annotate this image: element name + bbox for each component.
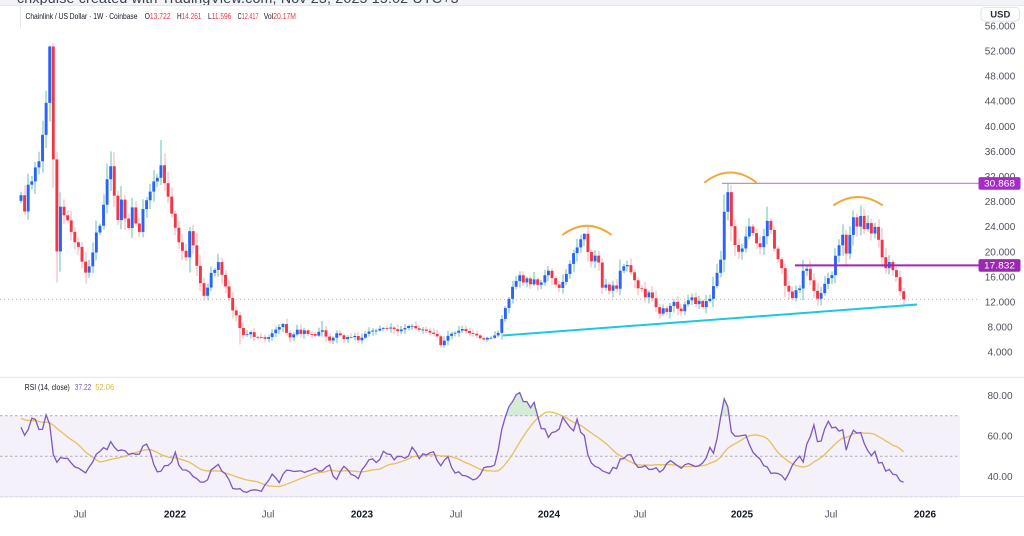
svg-text:Jul: Jul [825, 510, 838, 521]
svg-text:8.000: 8.000 [987, 323, 1012, 334]
svg-text:Jul: Jul [450, 510, 463, 521]
svg-text:28.000: 28.000 [985, 197, 1016, 208]
svg-text:52.000: 52.000 [985, 47, 1016, 58]
svg-text:2023: 2023 [351, 510, 374, 521]
svg-text:Chainlink / US Dollar · 1W · C: Chainlink / US Dollar · 1W · Coinbase [26, 11, 138, 21]
svg-text:80.00: 80.00 [987, 391, 1012, 402]
svg-text:Jul: Jul [74, 510, 87, 521]
svg-text:16.000: 16.000 [985, 272, 1016, 283]
svg-text:30.868: 30.868 [984, 178, 1015, 189]
svg-text:Jul: Jul [262, 510, 275, 521]
svg-text:60.00: 60.00 [987, 432, 1012, 443]
svg-text:40.000: 40.000 [985, 122, 1016, 133]
svg-text:2026: 2026 [914, 510, 937, 521]
svg-text:USD: USD [990, 10, 1010, 20]
svg-text:17.832: 17.832 [984, 260, 1015, 271]
svg-text:chxpulse created with TradingV: chxpulse created with TradingView.com, N… [17, 0, 459, 7]
svg-text:C12.417: C12.417 [238, 11, 259, 21]
svg-text:56.000: 56.000 [985, 21, 1016, 32]
svg-text:12.000: 12.000 [985, 298, 1016, 309]
svg-text:O13.722: O13.722 [145, 11, 171, 21]
svg-text:2024: 2024 [538, 510, 561, 521]
svg-text:L11.596: L11.596 [208, 11, 231, 21]
svg-text:48.000: 48.000 [985, 72, 1016, 83]
svg-text:20.000: 20.000 [985, 247, 1016, 258]
svg-text:2022: 2022 [164, 510, 187, 521]
svg-text:37.22: 37.22 [75, 382, 92, 392]
svg-text:24.000: 24.000 [985, 222, 1016, 233]
svg-text:RSI (14, close): RSI (14, close) [25, 382, 70, 392]
svg-text:2025: 2025 [731, 510, 754, 521]
svg-text:52.06: 52.06 [95, 382, 114, 392]
svg-text:Jul: Jul [634, 510, 647, 521]
svg-text:4.000: 4.000 [987, 348, 1012, 359]
svg-text:44.000: 44.000 [985, 97, 1016, 108]
svg-text:Vol20.17M: Vol20.17M [264, 11, 296, 21]
svg-text:36.000: 36.000 [985, 147, 1016, 158]
svg-text:40.00: 40.00 [987, 472, 1012, 483]
svg-text:H14.261: H14.261 [177, 11, 202, 21]
